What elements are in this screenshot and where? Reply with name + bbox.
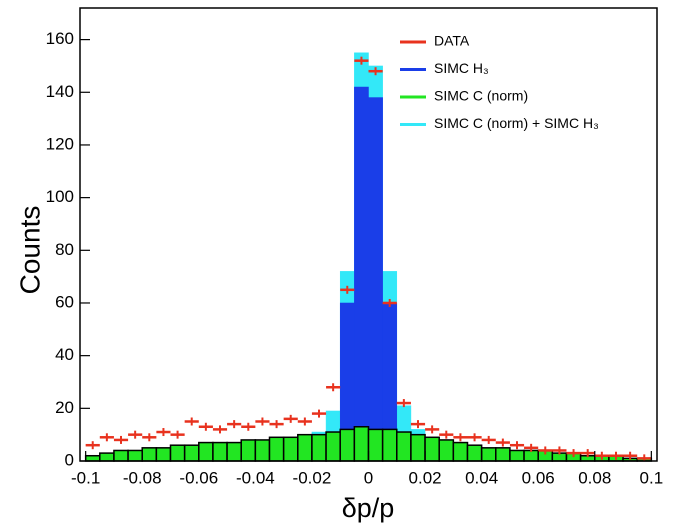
- histogram-bar: [367, 428, 384, 462]
- histogram-bar: [169, 444, 186, 462]
- histogram-bar: [354, 86, 369, 462]
- x-tick-label: 0.1: [640, 468, 664, 487]
- legend-label: SIMC C (norm): [434, 88, 528, 104]
- x-tick-label: -0.04: [236, 468, 275, 487]
- histogram-bar: [339, 428, 356, 462]
- histogram-bar: [198, 441, 214, 462]
- histogram-bar: [495, 447, 511, 462]
- x-tick-label: 0.08: [578, 468, 611, 487]
- histogram-bar: [438, 439, 455, 462]
- y-tick-label: 40: [55, 345, 74, 364]
- histogram-bar: [353, 426, 370, 462]
- x-tick-label: 0.02: [409, 468, 442, 487]
- histogram-bar: [226, 441, 242, 462]
- histogram-bar: [480, 447, 497, 462]
- histogram-bar: [240, 439, 257, 462]
- histogram-bar: [396, 431, 412, 462]
- y-tick-label: 20: [55, 398, 74, 417]
- histogram-bar: [212, 441, 228, 462]
- histogram-bar: [254, 439, 271, 462]
- histogram-bar: [84, 454, 101, 462]
- histogram-bar: [410, 433, 426, 462]
- x-axis-label: δp/p: [342, 493, 395, 523]
- histogram-bar: [297, 433, 313, 462]
- x-tick-label: -0.08: [123, 468, 162, 487]
- legend-label: SIMC H₃: [434, 60, 489, 76]
- legend-label: DATA: [434, 33, 470, 49]
- x-tick-label: 0.06: [522, 468, 555, 487]
- histogram-bar: [452, 441, 469, 462]
- histogram-bar: [141, 447, 158, 462]
- y-tick-label: 80: [55, 240, 74, 259]
- histogram-bar: [282, 436, 299, 462]
- histogram-bar: [381, 428, 398, 462]
- y-tick-label: 100: [46, 187, 74, 206]
- histogram-bar: [127, 449, 143, 462]
- y-tick-label: 160: [46, 29, 74, 48]
- histogram-bar: [523, 449, 539, 462]
- x-tick-label: -0.06: [179, 468, 218, 487]
- x-tick-label: -0.02: [293, 468, 332, 487]
- histogram-bar: [311, 433, 327, 462]
- x-tick-label: 0.04: [465, 468, 498, 487]
- y-axis-label: Counts: [14, 206, 45, 295]
- histogram-bar: [325, 431, 341, 462]
- histogram-bar: [113, 449, 129, 462]
- y-tick-label: 60: [55, 292, 74, 311]
- legend-label: SIMC C (norm) + SIMC H₃: [434, 115, 599, 131]
- histogram-bar: [368, 97, 383, 462]
- histogram-bar: [466, 444, 483, 462]
- histogram-bar: [268, 436, 285, 462]
- histogram-bar: [183, 444, 200, 462]
- histogram-bar: [424, 436, 440, 462]
- histogram-bar: [155, 447, 172, 462]
- histogram-bar: [99, 452, 115, 462]
- histogram-bar: [509, 449, 525, 462]
- y-tick-label: 140: [46, 82, 74, 101]
- x-tick-label: 0: [364, 468, 373, 487]
- x-tick-label: -0.1: [71, 468, 100, 487]
- y-tick-label: 0: [65, 450, 74, 469]
- y-tick-label: 120: [46, 134, 74, 153]
